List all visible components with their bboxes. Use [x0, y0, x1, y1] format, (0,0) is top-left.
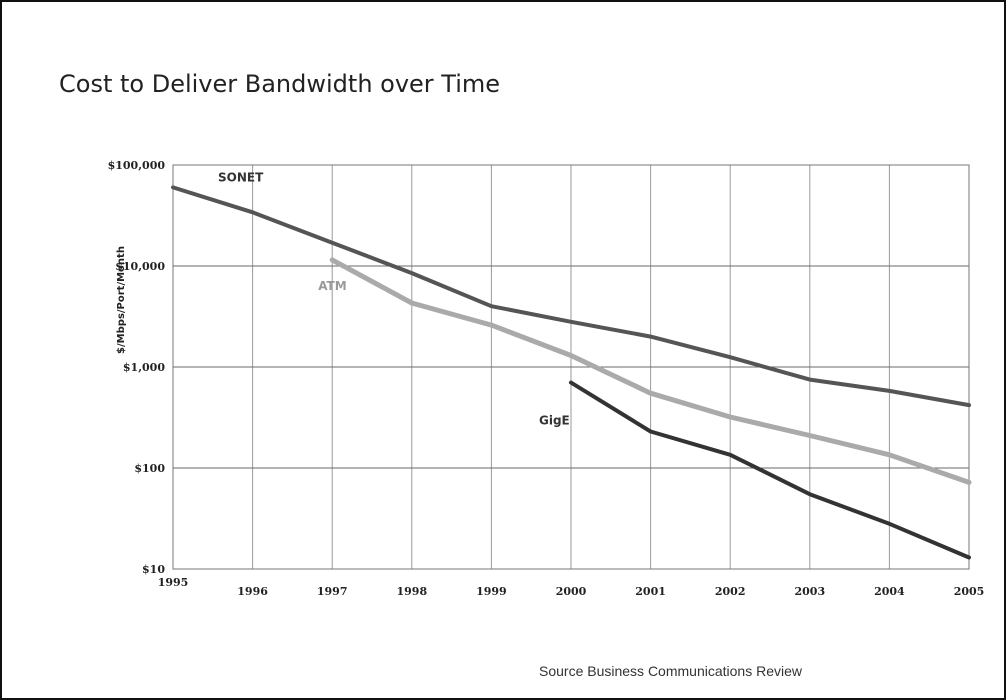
y-axis-label: $/Mbps/Port/Month — [116, 246, 127, 354]
plot-frame — [172, 164, 970, 570]
chart-grid — [172, 164, 970, 570]
x-tick-label: 2003 — [794, 585, 825, 598]
x-tick-label: 2000 — [556, 585, 587, 598]
x-tick-label: 2001 — [635, 585, 666, 598]
series-label-atm: ATM — [318, 279, 346, 293]
y-axis-ticks: $100,000 $10,000 $1,000 $100 $10 — [108, 159, 166, 576]
y-tick-label: $1,000 — [123, 361, 165, 374]
x-tick-label: 2004 — [874, 585, 905, 598]
series-label-gige: GigE — [539, 414, 570, 428]
y-tick-label: $100,000 — [108, 159, 166, 172]
chart-series: SONET ATM GigE — [171, 170, 972, 560]
slide-title: Cost to Deliver Bandwidth over Time — [59, 70, 501, 98]
x-axis-ticks: 1995 1996 1997 1998 1999 2000 2001 2002 2003 2004… — [158, 576, 985, 598]
x-tick-label: 2002 — [715, 585, 746, 598]
x-tick-label: 2005 — [954, 585, 985, 598]
source-note: Source Business Communications Review — [539, 663, 802, 679]
x-tick-label: 1997 — [317, 585, 348, 598]
series-line-gige — [569, 380, 971, 560]
series-line-sonet — [171, 185, 971, 408]
x-tick-label: 1998 — [396, 585, 427, 598]
x-tick-label: 1995 — [158, 576, 189, 589]
y-tick-label: $10,000 — [115, 260, 165, 273]
series-line-atm — [329, 257, 972, 485]
x-tick-label: 1999 — [476, 585, 507, 598]
y-tick-label: $100 — [134, 462, 165, 475]
series-label-sonet: SONET — [218, 170, 264, 184]
y-tick-label: $10 — [142, 563, 165, 576]
x-tick-label: 1996 — [237, 585, 268, 598]
